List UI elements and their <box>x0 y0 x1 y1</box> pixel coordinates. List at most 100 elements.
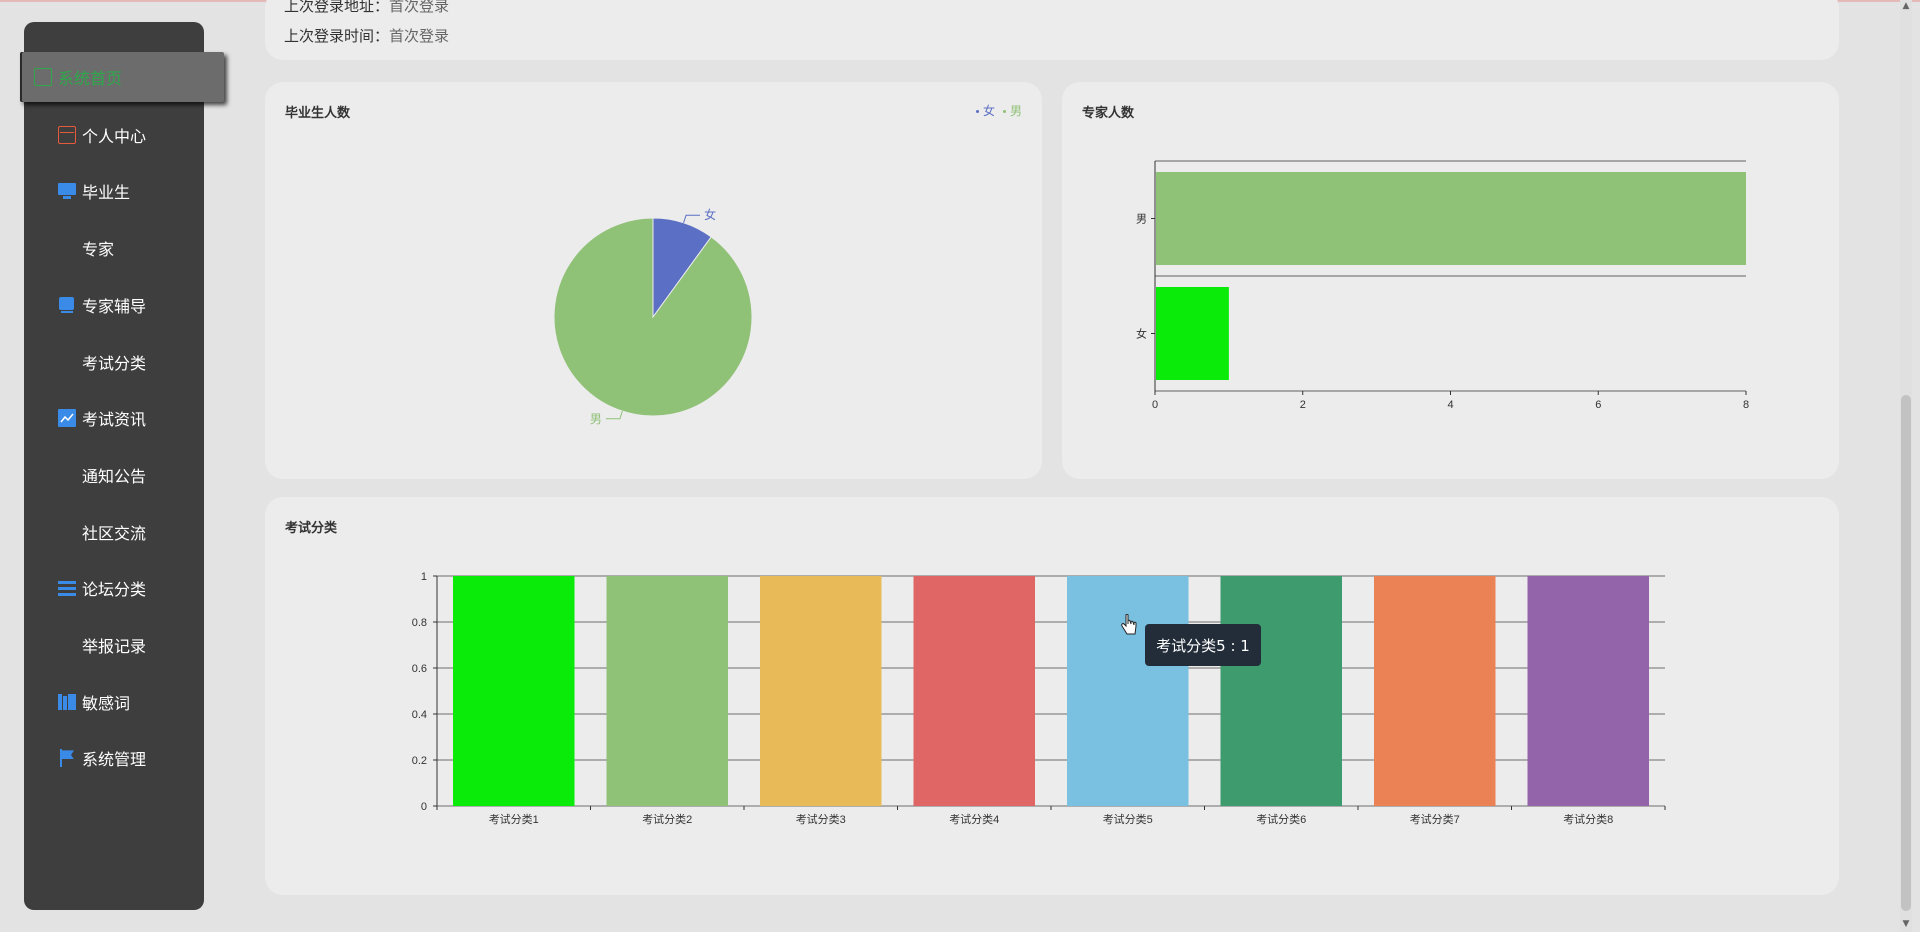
vbar-ytick-label-3: 0.6 <box>412 663 427 675</box>
sidebar-item-6[interactable]: 考试分类 <box>30 340 200 384</box>
pie-slice-2[interactable] <box>553 217 753 417</box>
sidebar-item-label: 专家辅导 <box>82 296 147 316</box>
exam-chart-title: 考试分类 <box>285 521 338 536</box>
sidebar-item-7[interactable]: 考试资讯 <box>30 396 200 440</box>
login-info-panel <box>265 0 1839 60</box>
vbar-bar-2[interactable] <box>606 576 729 806</box>
sidebar-item-label: 考试分类 <box>82 353 147 373</box>
exam-category-panel: 考试分类 0 0.2 0.4 0.6 0.8 1 考试分类1 考试分类2 考试分类3 考试分类4 考… <box>265 497 1839 895</box>
book-icon <box>58 296 76 314</box>
sidebar-item-5[interactable]: 专家辅导 <box>30 283 200 327</box>
sidebar-item-3[interactable]: 毕业生 <box>30 169 200 213</box>
pie-label-1: 女 <box>704 207 716 222</box>
sidebar-item-2[interactable]: 个人中心 <box>30 113 200 157</box>
sidebar-item-label: 个人中心 <box>82 126 147 146</box>
last-login-time-label: 上次登录时间： <box>284 27 390 45</box>
chart-tooltip: 考试分类5 : 1 <box>1145 624 1261 666</box>
hbar-xtick-label-3: 6 <box>1595 399 1601 411</box>
list-icon <box>58 579 76 597</box>
sidebar-item-label: 通知公告 <box>82 466 147 486</box>
sidebar-item-8[interactable]: 通知公告 <box>30 453 200 497</box>
sidebar-item-label: 论坛分类 <box>82 580 147 600</box>
grid-icon <box>58 636 76 654</box>
pie-legend[interactable]: 女 男 <box>975 102 1022 119</box>
last-login-address-label: 上次登录地址： <box>284 0 390 15</box>
pie-label-line-2 <box>605 411 623 420</box>
vbar-ytick-label-2: 0.4 <box>412 709 427 721</box>
sidebar-item-9[interactable]: 社区交流 <box>30 510 200 554</box>
library-icon <box>58 693 76 711</box>
sidebar-item-13[interactable]: 系统管理 <box>30 736 200 780</box>
sidebar-item-label: 考试资讯 <box>82 410 147 430</box>
vbar-category-label-7: 考试分类7 <box>1410 812 1460 826</box>
last-login-time: 上次登录时间：首次登录 <box>284 25 449 46</box>
scrollbar-thumb[interactable] <box>1901 395 1911 911</box>
expert-chart-title: 专家人数 <box>1082 106 1135 121</box>
exam-category-bar-chart[interactable]: 0 0.2 0.4 0.6 0.8 1 考试分类1 考试分类2 考试分类3 考试分类4 考试分类5 考… <box>265 497 1839 895</box>
vbar-category-label-5: 考试分类5 <box>1103 812 1153 826</box>
sidebar-item-label: 敏感词 <box>82 693 131 713</box>
vbar-category-label-1: 考试分类1 <box>489 812 539 826</box>
hbar-xtick-label-4: 8 <box>1743 399 1749 411</box>
hbar-category-label-2: 女 <box>1136 327 1147 341</box>
sidebar-item-label: 专家 <box>82 240 115 260</box>
vbar-bar-7[interactable] <box>1374 576 1496 806</box>
chart-icon <box>58 409 76 428</box>
sidebar-item-label: 社区交流 <box>82 523 147 543</box>
vbar-category-label-2: 考试分类2 <box>642 812 692 826</box>
vbar-bar-6[interactable] <box>1220 576 1343 806</box>
hand-cursor-icon <box>1121 614 1137 635</box>
monitor-icon <box>58 182 76 200</box>
home-icon <box>34 68 52 86</box>
pie-label-line-1 <box>683 214 701 223</box>
sidebar <box>24 22 204 910</box>
last-login-time-value: 首次登录 <box>389 27 450 45</box>
sidebar-item-1[interactable]: 系统首页 <box>20 52 224 102</box>
sidebar-item-12[interactable]: 敏感词 <box>30 680 200 724</box>
sidebar-item-label: 毕业生 <box>82 183 131 203</box>
hbar-xtick-label-1: 2 <box>1300 399 1306 411</box>
hbar-xtick-label-0: 0 <box>1152 399 1158 411</box>
vbar-bar-4[interactable] <box>913 576 1036 806</box>
last-login-address: 上次登录地址：首次登录 <box>284 0 449 16</box>
hbar-bar-1[interactable] <box>1156 172 1746 265</box>
vbar-ytick-label-4: 0.8 <box>412 617 427 629</box>
vbar-category-label-6: 考试分类6 <box>1256 812 1306 826</box>
sidebar-item-4[interactable]: 专家 <box>30 226 200 270</box>
vbar-category-label-4: 考试分类4 <box>949 812 999 826</box>
grid-icon <box>58 466 76 484</box>
pie-label-2: 男 <box>590 412 602 426</box>
grid-icon <box>58 239 76 257</box>
sidebar-item-label: 系统管理 <box>82 750 147 770</box>
hbar-bar-2[interactable] <box>1156 287 1229 380</box>
last-login-address-value: 首次登录 <box>389 0 450 15</box>
vbar-category-label-3: 考试分类3 <box>796 812 846 826</box>
flag-icon <box>58 749 76 768</box>
vbar-bar-5[interactable] <box>1067 576 1189 806</box>
expert-count-panel: 专家人数 男女 0 2 4 6 8 <box>1062 82 1839 479</box>
legend-item-male[interactable]: 男 <box>1002 102 1022 119</box>
sidebar-item-label: 系统首页 <box>58 69 123 88</box>
graduate-chart-title: 毕业生人数 <box>285 106 351 121</box>
scroll-up-icon[interactable]: ▲ <box>1902 1 1910 11</box>
vbar-bar-1[interactable] <box>453 576 575 806</box>
vbar-ytick-label-0: 0 <box>421 801 427 813</box>
vbar-ytick-label-1: 0.2 <box>412 755 427 767</box>
legend-item-female[interactable]: 女 <box>975 102 995 119</box>
sidebar-item-label: 举报记录 <box>82 637 147 656</box>
sidebar-item-11[interactable]: 举报记录 <box>30 623 200 667</box>
sidebar-item-10[interactable]: 论坛分类 <box>30 566 200 610</box>
grid-icon <box>58 523 76 541</box>
graduate-count-panel: 毕业生人数 女 男 女男 <box>265 82 1042 479</box>
expert-bar-chart[interactable]: 男女 0 2 4 6 8 <box>1062 82 1839 479</box>
scroll-down-icon[interactable]: ▼ <box>1902 919 1910 929</box>
hbar-xtick-label-2: 4 <box>1447 399 1453 411</box>
vbar-ytick-label-5: 1 <box>421 571 427 583</box>
wallet-icon <box>58 125 76 144</box>
vbar-category-label-8: 考试分类8 <box>1563 812 1613 826</box>
apps-icon <box>58 353 76 371</box>
hbar-category-label-1: 男 <box>1136 214 1147 226</box>
graduate-pie-chart[interactable]: 女男 <box>265 82 1042 479</box>
vbar-bar-3[interactable] <box>760 576 882 806</box>
vbar-bar-8[interactable] <box>1527 576 1650 806</box>
